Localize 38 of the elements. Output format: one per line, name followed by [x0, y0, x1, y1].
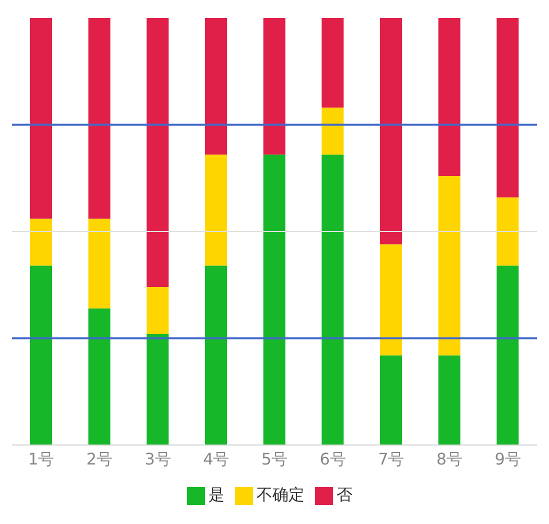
bar [146, 334, 169, 445]
bar [496, 266, 519, 445]
legend-label: 不确定 [256, 485, 304, 504]
bar [205, 266, 227, 445]
bar [322, 154, 344, 445]
bar [380, 355, 402, 445]
bar [496, 18, 519, 198]
bar [88, 18, 110, 219]
bar [88, 308, 110, 445]
bar [438, 176, 460, 356]
bar [380, 244, 402, 356]
legend-label: 是 [208, 485, 224, 504]
bar [30, 266, 52, 445]
x-tick-label: 7号 [378, 449, 404, 468]
bar [88, 218, 110, 308]
bar [30, 218, 52, 266]
x-tick-label: 1号 [28, 449, 54, 468]
x-tick-label: 6号 [320, 449, 346, 468]
bar [322, 108, 344, 155]
bar [30, 18, 52, 219]
bar [263, 154, 286, 445]
bar [205, 18, 227, 155]
bar [205, 154, 227, 266]
bar [146, 287, 169, 334]
x-tick-label: 3号 [144, 449, 171, 468]
bar [146, 18, 169, 288]
x-tick-label: 2号 [86, 449, 113, 468]
bar [496, 197, 519, 266]
x-tick-label: 8号 [436, 449, 463, 468]
bar [438, 18, 460, 176]
x-tick-label: 9号 [494, 449, 521, 468]
bar [380, 18, 402, 244]
bar [438, 355, 460, 445]
bar [263, 18, 286, 155]
legend-label: 否 [336, 485, 352, 504]
bar [322, 18, 344, 108]
x-tick-label: 5号 [261, 449, 288, 468]
x-tick-label: 4号 [203, 449, 230, 468]
